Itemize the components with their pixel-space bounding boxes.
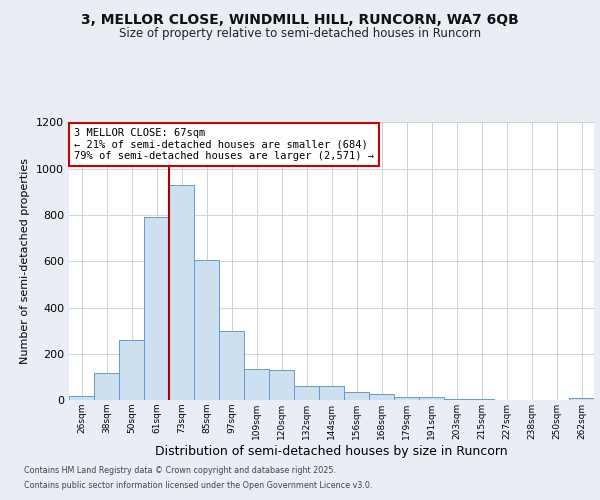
Bar — [319, 386, 344, 400]
Bar — [269, 370, 294, 400]
Bar — [244, 369, 269, 400]
Bar — [119, 340, 144, 400]
Bar — [94, 374, 119, 400]
Text: Contains HM Land Registry data © Crown copyright and database right 2025.: Contains HM Land Registry data © Crown c… — [24, 466, 336, 475]
Bar — [69, 396, 94, 400]
X-axis label: Distribution of semi-detached houses by size in Runcorn: Distribution of semi-detached houses by … — [155, 444, 508, 458]
Bar — [569, 398, 594, 400]
Bar — [294, 386, 319, 400]
Bar — [344, 392, 369, 400]
Bar — [194, 260, 219, 400]
Y-axis label: Number of semi-detached properties: Number of semi-detached properties — [20, 158, 31, 364]
Text: 3, MELLOR CLOSE, WINDMILL HILL, RUNCORN, WA7 6QB: 3, MELLOR CLOSE, WINDMILL HILL, RUNCORN,… — [81, 12, 519, 26]
Text: Size of property relative to semi-detached houses in Runcorn: Size of property relative to semi-detach… — [119, 28, 481, 40]
Bar — [219, 330, 244, 400]
Bar — [144, 218, 169, 400]
Bar — [369, 394, 394, 400]
Bar — [444, 399, 469, 400]
Text: Contains public sector information licensed under the Open Government Licence v3: Contains public sector information licen… — [24, 481, 373, 490]
Text: 3 MELLOR CLOSE: 67sqm
← 21% of semi-detached houses are smaller (684)
79% of sem: 3 MELLOR CLOSE: 67sqm ← 21% of semi-deta… — [74, 128, 374, 161]
Bar — [169, 185, 194, 400]
Bar — [469, 399, 494, 400]
Bar — [394, 397, 419, 400]
Bar — [419, 397, 444, 400]
